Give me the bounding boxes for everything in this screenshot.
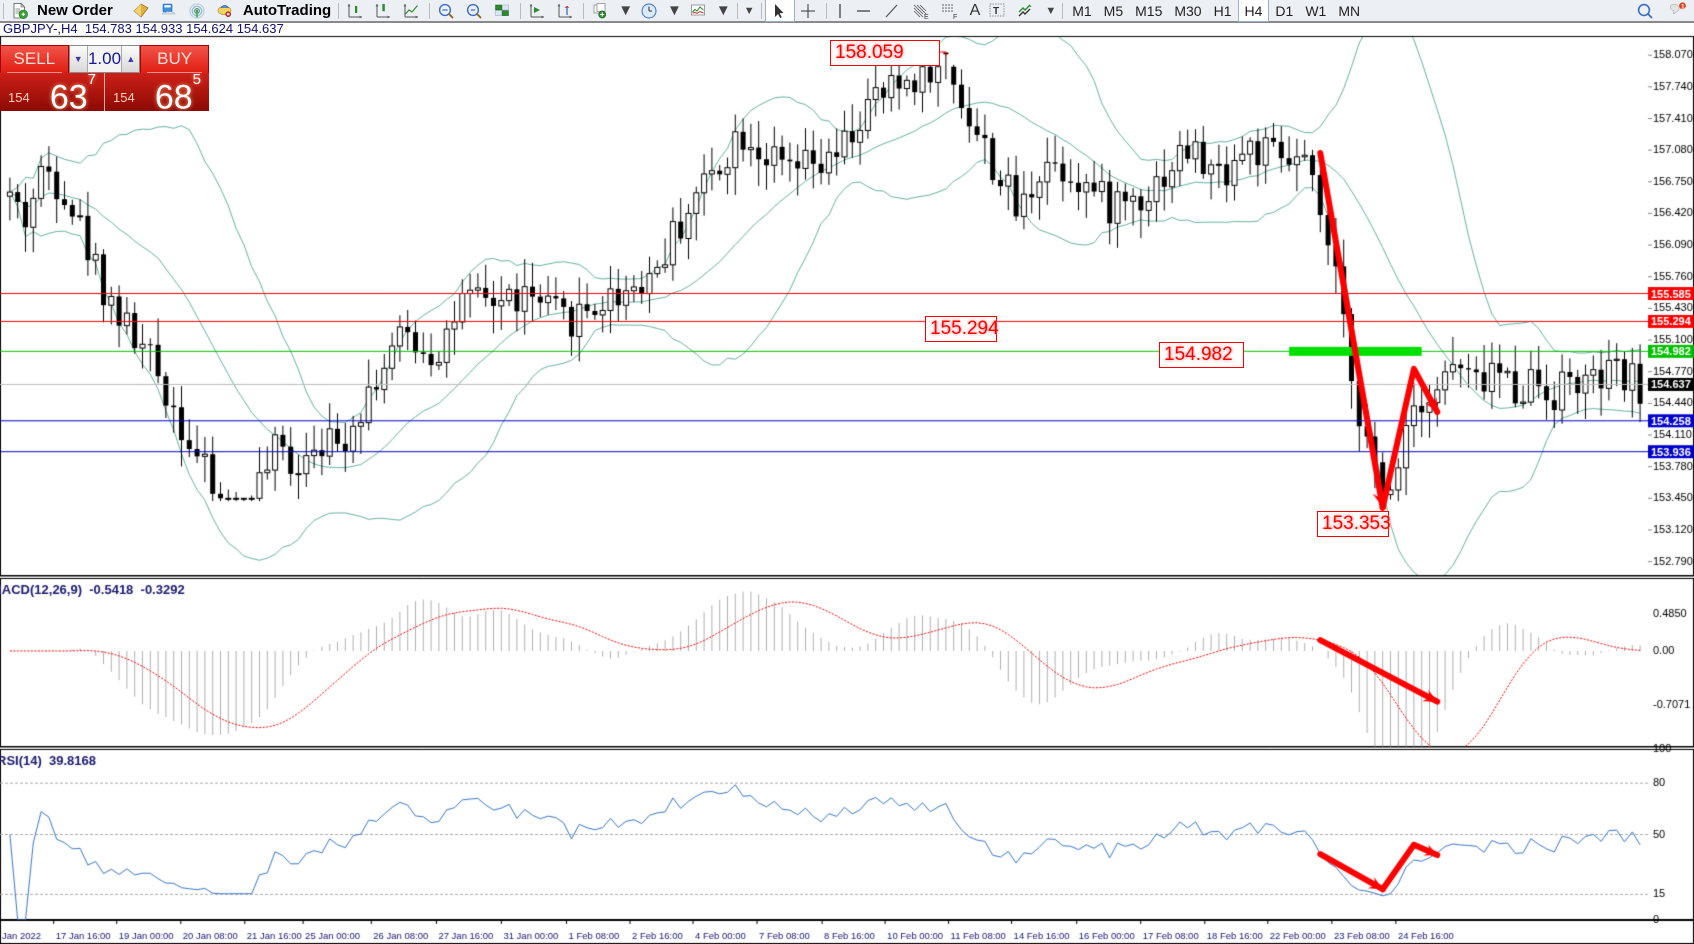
svg-text:F: F xyxy=(953,14,957,20)
svg-text:E: E xyxy=(924,14,929,20)
svg-text:T: T xyxy=(993,6,999,17)
svg-text:1: 1 xyxy=(1681,3,1685,10)
